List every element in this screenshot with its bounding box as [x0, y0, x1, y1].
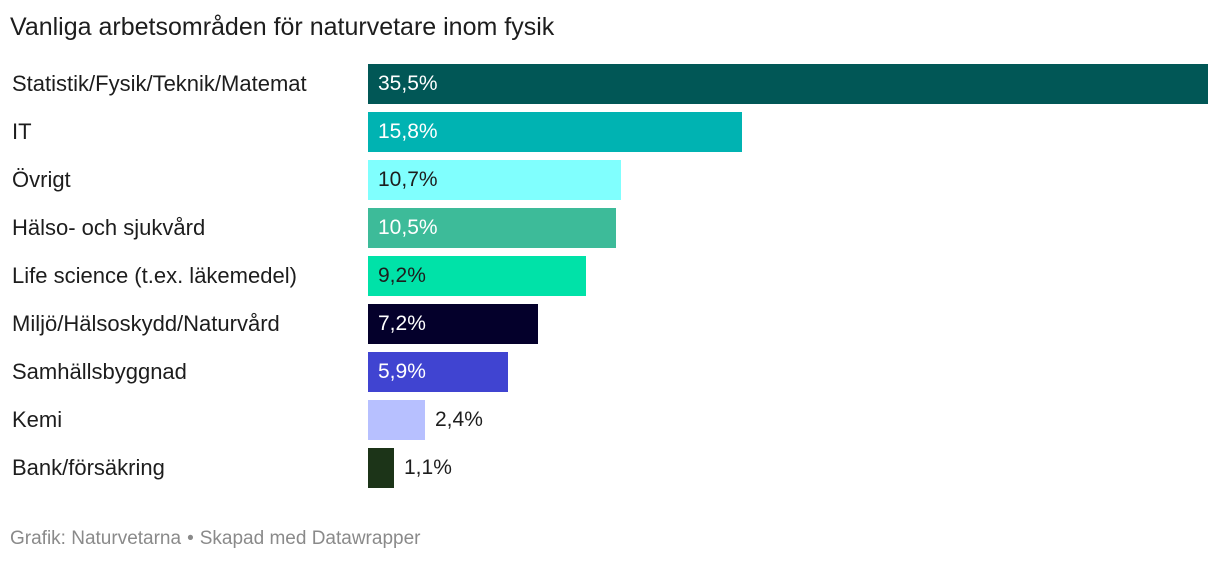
footer-credit: Skapad med Datawrapper [199, 528, 421, 549]
chart-title: Vanliga arbetsområden för naturvetare in… [10, 13, 555, 41]
value-label: 35,5% [378, 72, 438, 95]
bar [368, 112, 742, 152]
bar [368, 352, 508, 392]
value-label: 2,4% [435, 408, 483, 431]
bar [368, 448, 394, 488]
value-label: 1,1% [404, 456, 452, 479]
category-label: Statistik/Fysik/Teknik/Matemat [12, 71, 307, 96]
bar [368, 256, 586, 296]
bar [368, 400, 425, 440]
value-label: 10,7% [378, 168, 438, 191]
chart-footer: Grafik: Naturvetarna • Skapad med Datawrap… [10, 528, 420, 550]
bar [368, 160, 621, 200]
category-label: Life science (t.ex. läkemedel) [12, 263, 297, 288]
bar [368, 64, 1208, 104]
value-label: 10,5% [378, 216, 438, 239]
category-label: Kemi [12, 407, 63, 432]
category-label: Samhällsbyggnad [12, 359, 187, 384]
value-label: 5,9% [378, 360, 426, 383]
category-label: Bank/försäkring [12, 455, 165, 480]
category-label: Hälso- och sjukvård [12, 215, 206, 240]
value-label: 9,2% [378, 264, 426, 287]
footer-separator: • [187, 528, 194, 549]
bar [368, 208, 616, 248]
bar [368, 304, 538, 344]
value-label: 15,8% [378, 120, 438, 143]
category-label: Miljö/Hälsoskydd/Naturvård [12, 311, 280, 336]
category-label: Övrigt [12, 167, 71, 192]
category-label: IT [12, 119, 32, 144]
footer-source: Grafik: Naturvetarna [10, 528, 182, 549]
value-label: 7,2% [378, 312, 426, 335]
